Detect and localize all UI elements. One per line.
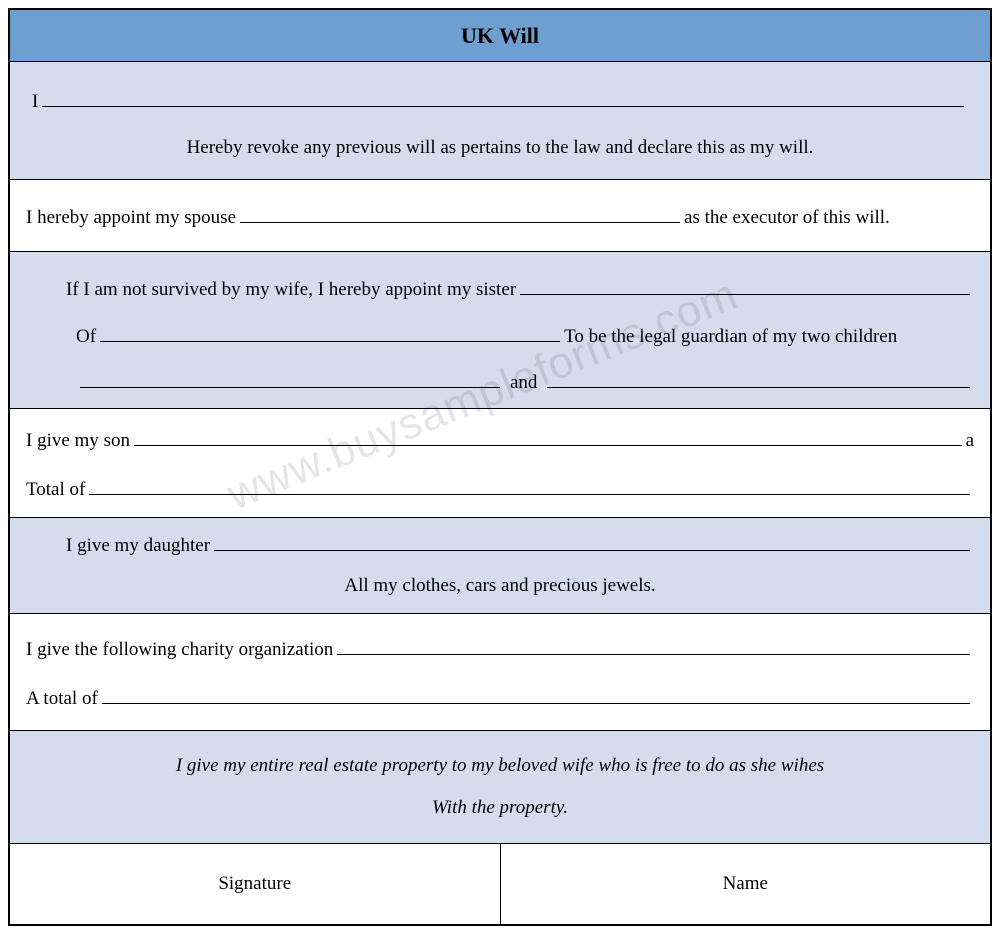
blank-son-name[interactable] <box>134 425 962 446</box>
guardian-text1: If I am not survived by my wife, I hereb… <box>66 279 516 301</box>
section-realestate: I give my entire real estate property to… <box>10 731 990 844</box>
charity-line1: I give the following charity organizatio… <box>26 634 974 661</box>
executor-line: I hereby appoint my spouse as the execut… <box>26 202 974 229</box>
daughter-line1: I give my daughter <box>26 530 974 557</box>
blank-daughter[interactable] <box>214 530 970 551</box>
section-daughter: I give my daughter All my clothes, cars … <box>10 518 990 614</box>
section-executor: I hereby appoint my spouse as the execut… <box>10 180 990 252</box>
signature-row: Signature Name <box>10 844 990 924</box>
blank-child1[interactable] <box>80 368 500 389</box>
name-cell[interactable]: Name <box>501 844 991 924</box>
son-after: a <box>966 430 974 452</box>
signature-label: Signature <box>218 873 291 895</box>
guardian-line2: Of To be the legal guardian of my two ch… <box>26 321 974 348</box>
form-title: UK Will <box>10 10 990 62</box>
son-before: I give my son <box>26 430 130 452</box>
son-total-before: Total of <box>26 479 85 501</box>
son-line1: I give my son a <box>26 425 974 452</box>
prefix-i: I <box>32 91 38 113</box>
declare-name-line: I <box>32 86 968 113</box>
blank-child2[interactable] <box>547 368 970 389</box>
section-declare: I Hereby revoke any previous will as per… <box>10 62 990 180</box>
guardian-of: Of <box>76 326 96 348</box>
guardian-after-of: To be the legal guardian of my two child… <box>564 326 897 348</box>
guardian-line1: If I am not survived by my wife, I hereb… <box>26 274 974 301</box>
daughter-before: I give my daughter <box>66 535 210 557</box>
charity-line2: A total of <box>26 683 974 710</box>
blank-son-total[interactable] <box>89 474 970 495</box>
will-form: www.buysampleforms.com UK Will I Hereby … <box>8 8 992 926</box>
signature-cell[interactable]: Signature <box>10 844 501 924</box>
executor-before: I hereby appoint my spouse <box>26 207 236 229</box>
section-guardian: If I am not survived by my wife, I hereb… <box>10 252 990 410</box>
name-label: Name <box>723 873 768 895</box>
section-charity: I give the following charity organizatio… <box>10 614 990 731</box>
guardian-and: and <box>510 372 537 394</box>
realestate-line1: I give my entire real estate property to… <box>26 755 974 777</box>
executor-after: as the executor of this will. <box>684 207 890 229</box>
realestate-line2: With the property. <box>26 797 974 819</box>
revoke-statement: Hereby revoke any previous will as perta… <box>32 137 968 159</box>
guardian-line3: and <box>26 368 974 395</box>
charity-before: I give the following charity organizatio… <box>26 639 333 661</box>
blank-name[interactable] <box>42 86 964 107</box>
blank-charity-total[interactable] <box>102 683 970 704</box>
blank-charity[interactable] <box>337 634 970 655</box>
charity-total-before: A total of <box>26 688 98 710</box>
blank-spouse[interactable] <box>240 202 680 223</box>
section-son: I give my son a Total of <box>10 409 990 518</box>
blank-of[interactable] <box>100 321 560 342</box>
son-line2: Total of <box>26 474 974 501</box>
blank-sister[interactable] <box>520 274 970 295</box>
daughter-statement: All my clothes, cars and precious jewels… <box>26 575 974 597</box>
